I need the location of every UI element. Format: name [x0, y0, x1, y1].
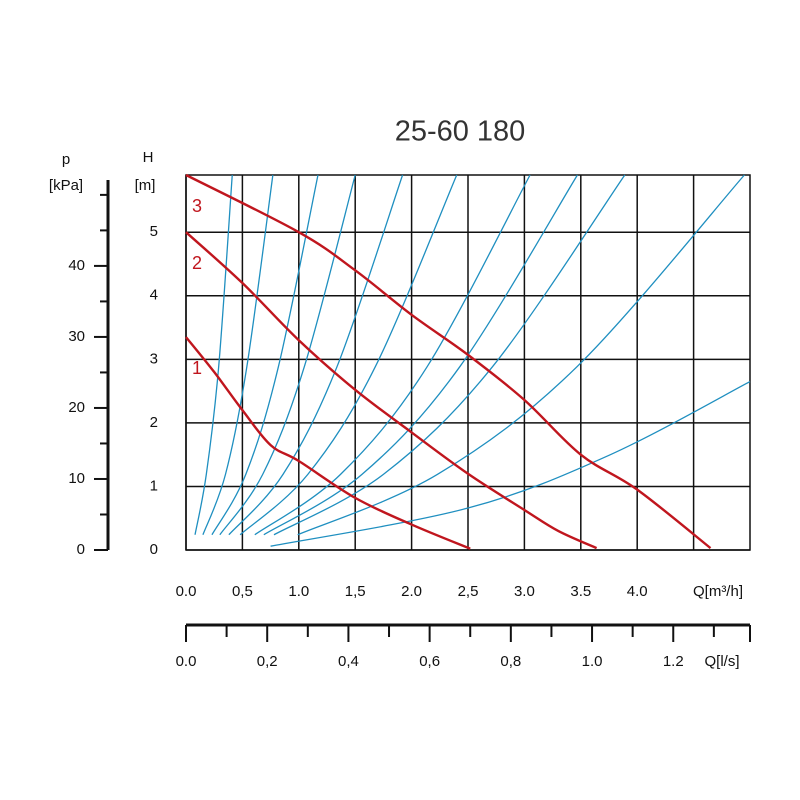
y2-tick-label: 20: [68, 399, 85, 416]
pump-curve: [185, 336, 471, 550]
y2-tick-label: 30: [68, 328, 85, 345]
system-curve: [219, 174, 356, 536]
y-axis-unit: [m]: [135, 177, 156, 194]
system-curve: [228, 174, 404, 536]
x-tick-label: 2,5: [458, 583, 479, 600]
x-axis-label: Q[m³/h]: [693, 583, 743, 600]
x-tick-label: 3.5: [570, 583, 591, 600]
y-tick-label: 5: [150, 223, 158, 240]
y-tick-label: 2: [150, 414, 158, 431]
y-tick-label: 0: [150, 541, 158, 558]
y2-tick-label: 10: [68, 470, 85, 487]
y-tick-label: 3: [150, 350, 158, 367]
x2-tick-label: 1.0: [582, 653, 603, 670]
plot-border: [185, 174, 751, 551]
curve-label: 3: [192, 196, 202, 216]
system-curve: [254, 174, 531, 536]
system-curve: [211, 174, 319, 536]
x2-tick-label: 0,8: [500, 653, 521, 670]
pump-curve: [185, 173, 712, 550]
x2-tick-label: 0,2: [257, 653, 278, 670]
y-tick-label: 4: [150, 287, 158, 304]
y2-axis-label: p: [62, 151, 70, 168]
curve-label: 2: [192, 253, 202, 273]
y2-tick-label: 40: [68, 257, 85, 274]
curve-label: 1: [192, 358, 202, 378]
system-curve: [263, 174, 578, 536]
x-tick-label: 3.0: [514, 583, 535, 600]
x-tick-label: 2.0: [401, 583, 422, 600]
x-tick-label: 0.0: [176, 583, 197, 600]
x-tick-label: 1.0: [288, 583, 309, 600]
x-tick-label: 4.0: [627, 583, 648, 600]
y-axis-label: H: [143, 149, 154, 166]
x2-tick-label: 1.2: [663, 653, 684, 670]
x2-tick-label: 0.0: [176, 653, 197, 670]
system-curve: [297, 174, 745, 536]
y2-tick-label: 0: [77, 541, 85, 558]
x-tick-label: 0,5: [232, 583, 253, 600]
x2-axis-label: Q[l/s]: [704, 653, 739, 670]
system-curve: [273, 174, 626, 536]
system-curve: [202, 174, 274, 535]
y-tick-label: 1: [150, 477, 158, 494]
pump-curve: [185, 231, 598, 550]
x2-tick-label: 0,6: [419, 653, 440, 670]
system-curve: [239, 174, 458, 536]
chart-title: 25-60 180: [395, 116, 526, 148]
x-tick-label: 1,5: [345, 583, 366, 600]
system-curve: [270, 380, 751, 547]
y2-axis-unit: [kPa]: [49, 177, 83, 194]
system-curve: [194, 174, 233, 535]
x2-tick-label: 0,4: [338, 653, 359, 670]
